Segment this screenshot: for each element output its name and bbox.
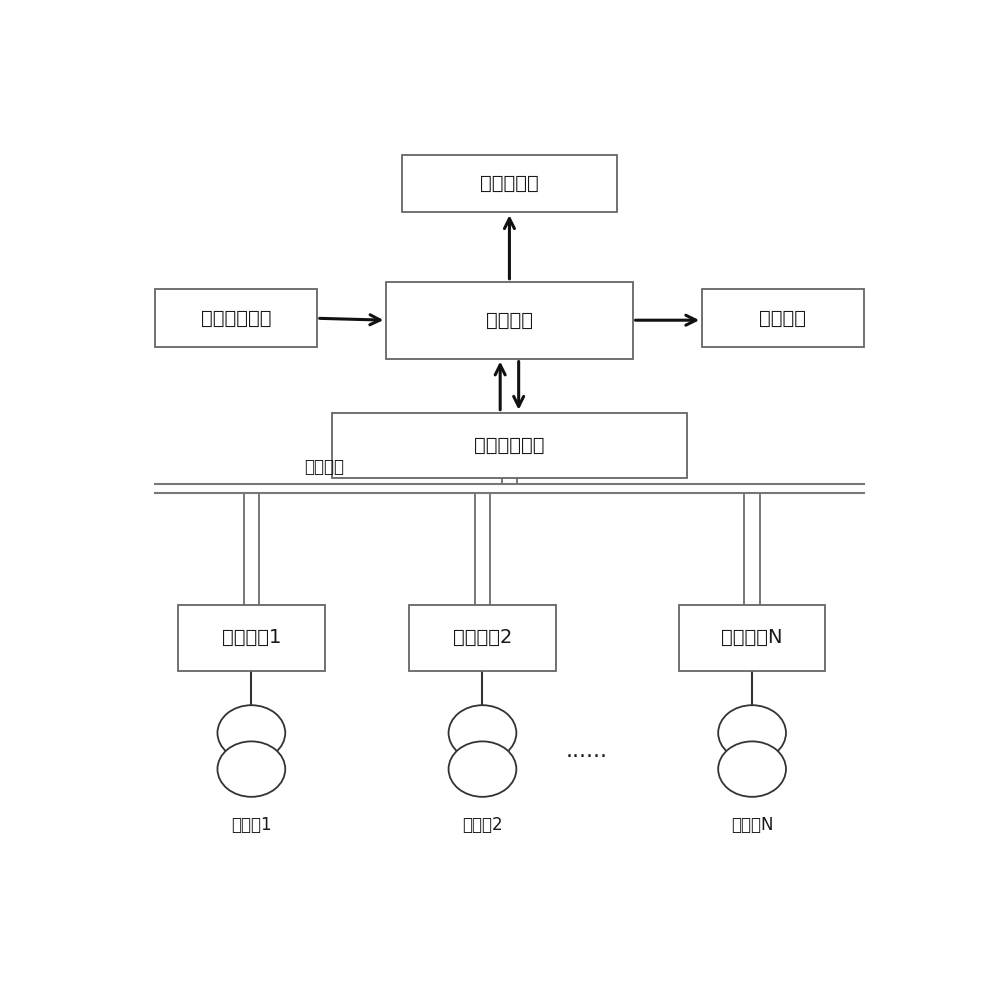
Text: 变压器1: 变压器1 — [231, 816, 271, 834]
Text: 数据转接模块: 数据转接模块 — [474, 436, 545, 455]
Text: 报警模块: 报警模块 — [759, 309, 806, 328]
Bar — [178, 605, 325, 671]
Text: 变压器N: 变压器N — [731, 816, 773, 834]
Text: 隔直设备N: 隔直设备N — [722, 628, 783, 647]
Text: 人工交互模块: 人工交互模块 — [201, 309, 271, 328]
Bar — [402, 155, 617, 212]
Ellipse shape — [448, 741, 516, 797]
Bar — [387, 282, 633, 359]
Ellipse shape — [218, 705, 285, 761]
Text: 主控制器: 主控制器 — [486, 311, 533, 330]
Text: 隔直设备1: 隔直设备1 — [222, 628, 281, 647]
Ellipse shape — [218, 741, 285, 797]
Text: 液晶显示器: 液晶显示器 — [480, 174, 539, 193]
Ellipse shape — [719, 705, 786, 761]
Ellipse shape — [719, 741, 786, 797]
Text: 接入总线: 接入总线 — [304, 458, 344, 476]
Text: ......: ...... — [566, 741, 607, 761]
Bar — [332, 413, 687, 478]
Bar — [155, 289, 317, 347]
Text: 变压器2: 变压器2 — [462, 816, 503, 834]
Bar — [679, 605, 825, 671]
Bar — [410, 605, 556, 671]
Bar — [702, 289, 864, 347]
Text: 隔直设备2: 隔直设备2 — [453, 628, 512, 647]
Ellipse shape — [448, 705, 516, 761]
